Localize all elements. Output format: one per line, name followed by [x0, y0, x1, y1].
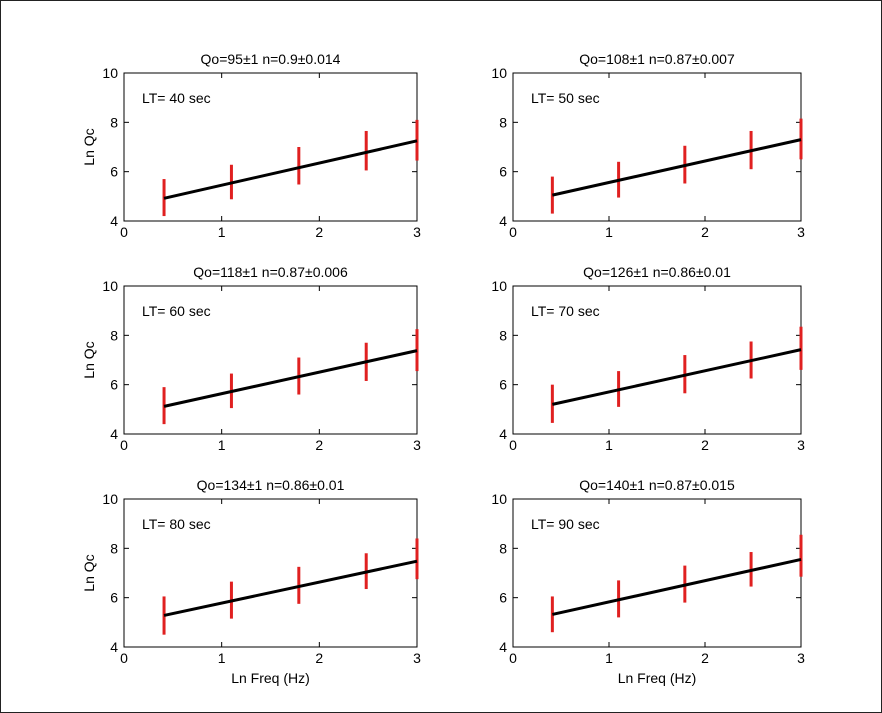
x-tick-label: 2 — [315, 437, 323, 453]
panel-title: Qo=95±1 n=0.9±0.014 — [201, 51, 341, 67]
panel-5: 0 1 2 3 4 6 8 10 Qo=134±1 n=0.86±0.01 LT= 80 sec L… — [81, 477, 421, 686]
fit-line — [163, 559, 418, 617]
x-tick-label: 0 — [120, 650, 128, 666]
y-tick-label: 10 — [102, 278, 118, 294]
panel-title: Qo=118±1 n=0.87±0.006 — [193, 264, 348, 280]
panel-title: Qo=134±1 n=0.86±0.01 — [197, 477, 345, 493]
x-tick-label: 3 — [413, 224, 421, 240]
y-tick-label: 4 — [110, 639, 118, 655]
fit-line — [552, 138, 802, 197]
y-tick-label: 6 — [110, 590, 118, 606]
x-tick-label: 2 — [701, 224, 709, 240]
x-tick-label: 2 — [701, 650, 709, 666]
y-tick-label: 10 — [102, 491, 118, 507]
x-tick-label: 0 — [509, 437, 517, 453]
y-tick-label: 10 — [491, 491, 507, 507]
y-tick-label: 6 — [499, 590, 507, 606]
panel-title: Qo=126±1 n=0.86±0.01 — [583, 264, 731, 280]
y-tick-label: 4 — [110, 426, 118, 442]
y-tick-label: 4 — [499, 213, 507, 229]
fit-line — [552, 557, 802, 616]
x-tick-label: 1 — [605, 224, 613, 240]
x-axis-label: Ln Freq (Hz) — [231, 670, 310, 686]
y-tick-label: 8 — [499, 540, 507, 556]
y-tick-label: 10 — [491, 65, 507, 81]
y-tick-label: 10 — [491, 278, 507, 294]
y-tick-label: 6 — [499, 164, 507, 180]
x-tick-label: 2 — [701, 437, 709, 453]
fit-line — [552, 348, 802, 406]
x-tick-label: 1 — [605, 650, 613, 666]
lapse-time-label: LT= 70 sec — [531, 303, 600, 319]
lapse-time-label: LT= 50 sec — [531, 90, 600, 106]
x-tick-label: 1 — [218, 437, 226, 453]
x-tick-label: 0 — [120, 437, 128, 453]
panel-6: 0 1 2 3 4 6 8 10 Qo=140±1 n=0.87±0.015 LT= 90 sec… — [491, 477, 805, 686]
x-tick-label: 3 — [413, 650, 421, 666]
x-tick-label: 0 — [509, 650, 517, 666]
y-tick-label: 6 — [110, 377, 118, 393]
lapse-time-label: LT= 90 sec — [531, 516, 600, 532]
panel-4: 0 1 2 3 4 6 8 10 Qo=126±1 n=0.86±0.01 LT= 70 sec — [491, 264, 805, 453]
y-tick-label: 4 — [499, 426, 507, 442]
x-tick-label: 0 — [120, 224, 128, 240]
x-tick-label: 1 — [218, 224, 226, 240]
x-tick-label: 3 — [797, 224, 805, 240]
x-tick-label: 3 — [797, 650, 805, 666]
lapse-time-label: LT= 80 sec — [142, 516, 211, 532]
x-tick-label: 2 — [315, 650, 323, 666]
lapse-time-label: LT= 60 sec — [142, 303, 211, 319]
x-tick-label: 3 — [797, 437, 805, 453]
x-tick-label: 1 — [605, 437, 613, 453]
y-tick-label: 10 — [102, 65, 118, 81]
y-tick-label: 6 — [499, 377, 507, 393]
x-tick-label: 2 — [315, 224, 323, 240]
fit-line — [163, 139, 418, 200]
x-tick-label: 3 — [413, 437, 421, 453]
lapse-time-label: LT= 40 sec — [142, 90, 211, 106]
fit-line — [163, 349, 418, 408]
x-axis-label: Ln Freq (Hz) — [618, 670, 697, 686]
y-tick-label: 8 — [110, 114, 118, 130]
panel-title: Qo=108±1 n=0.87±0.007 — [579, 51, 735, 67]
y-tick-label: 4 — [110, 213, 118, 229]
y-tick-label: 8 — [110, 327, 118, 343]
y-tick-label: 8 — [110, 540, 118, 556]
y-axis-label: Ln Qc — [81, 341, 97, 378]
y-tick-label: 6 — [110, 164, 118, 180]
y-axis-label: Ln Qc — [81, 128, 97, 165]
y-tick-label: 4 — [499, 639, 507, 655]
y-tick-label: 8 — [499, 327, 507, 343]
y-tick-label: 8 — [499, 114, 507, 130]
panel-title: Qo=140±1 n=0.87±0.015 — [579, 477, 735, 493]
y-axis-label: Ln Qc — [81, 554, 97, 591]
panel-1: 0 1 2 3 4 6 8 10 Qo=95±1 n=0.9±0.014 LT= 40 sec Ln… — [81, 51, 421, 240]
x-tick-label: 0 — [509, 224, 517, 240]
x-tick-label: 1 — [218, 650, 226, 666]
panel-3: 0 1 2 3 4 6 8 10 Qo=118±1 n=0.87±0.006 LT= 60 sec… — [81, 264, 421, 453]
panel-2: 0 1 2 3 4 6 8 10 Qo=108±1 n=0.87±0.007 LT= 50 sec — [491, 51, 805, 240]
